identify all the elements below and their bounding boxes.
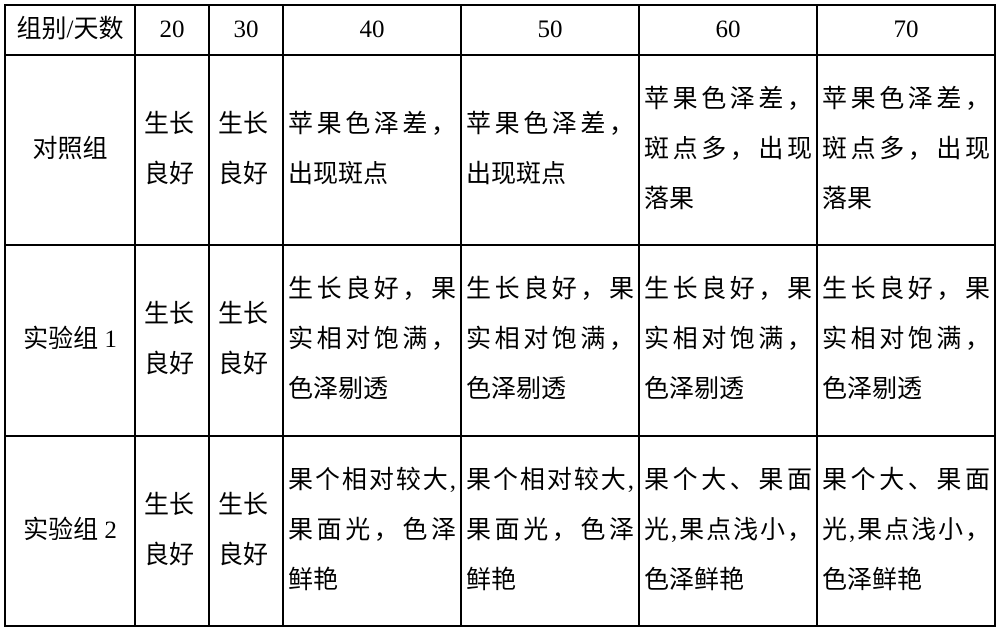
table-cell: 生长良好 [209,55,283,245]
table-cell: 生长良好 [135,245,209,435]
col-header-70: 70 [817,5,995,55]
table-cell: 生长良好，果实相对饱满，色泽剔透 [283,245,461,435]
table-cell: 苹果色泽差，斑点多，出现落果 [639,55,817,245]
col-header-60: 60 [639,5,817,55]
table-row: 实验组 1 生长良好 生长良好 生长良好，果实相对饱满，色泽剔透 生长良好，果实… [5,245,995,435]
col-header-group: 组别/天数 [5,5,135,55]
experiment-table: 组别/天数 20 30 40 50 60 70 对照组 生长良好 生长良好 苹果… [4,4,996,627]
table-row: 实验组 2 生长良好 生长良好 果个相对较大,果面光，色泽鲜艳 果个相对较大,果… [5,436,995,626]
table-cell: 生长良好 [135,55,209,245]
table-cell: 苹果色泽差，斑点多，出现落果 [817,55,995,245]
table-cell: 苹果色泽差，出现斑点 [283,55,461,245]
table-cell: 生长良好，果实相对饱满，色泽剔透 [461,245,639,435]
table-cell: 果个大、果面光,果点浅小，色泽鲜艳 [817,436,995,626]
col-header-40: 40 [283,5,461,55]
table-cell: 生长良好 [135,436,209,626]
table-cell: 果个相对较大,果面光，色泽鲜艳 [461,436,639,626]
col-header-20: 20 [135,5,209,55]
table-cell: 果个大、果面光,果点浅小，色泽鲜艳 [639,436,817,626]
row-label-exp2: 实验组 2 [5,436,135,626]
table-cell: 生长良好 [209,436,283,626]
table-row: 对照组 生长良好 生长良好 苹果色泽差，出现斑点 苹果色泽差，出现斑点 苹果色泽… [5,55,995,245]
col-header-50: 50 [461,5,639,55]
row-label-exp1: 实验组 1 [5,245,135,435]
table-cell: 生长良好，果实相对饱满，色泽剔透 [639,245,817,435]
table-cell: 生长良好 [209,245,283,435]
table-header-row: 组别/天数 20 30 40 50 60 70 [5,5,995,55]
col-header-30: 30 [209,5,283,55]
table-cell: 苹果色泽差，出现斑点 [461,55,639,245]
table-cell: 生长良好，果实相对饱满，色泽剔透 [817,245,995,435]
table-cell: 果个相对较大,果面光，色泽鲜艳 [283,436,461,626]
row-label-control: 对照组 [5,55,135,245]
